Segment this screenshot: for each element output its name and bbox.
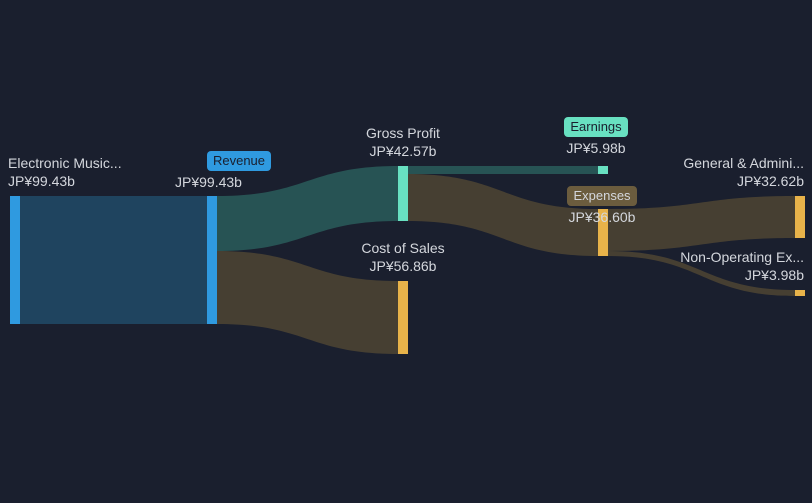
value-revenue: JP¥99.43b bbox=[175, 174, 242, 190]
label-non_operating: Non-Operating Ex... bbox=[680, 249, 804, 265]
label-general_admin: General & Admini... bbox=[683, 155, 804, 171]
flow-electronic_music-to-revenue bbox=[20, 196, 207, 324]
node-general_admin[interactable] bbox=[795, 196, 805, 238]
flow-gross_profit-to-earnings bbox=[408, 166, 598, 174]
value-general_admin: JP¥32.62b bbox=[737, 173, 804, 189]
label-revenue: Revenue bbox=[213, 153, 265, 168]
sankey-chart: Electronic Music... JP¥99.43b Revenue JP¥99… bbox=[0, 0, 812, 503]
node-non_operating[interactable] bbox=[795, 290, 805, 296]
value-cost_of_sales: JP¥56.86b bbox=[370, 258, 437, 274]
value-gross_profit: JP¥42.57b bbox=[370, 143, 437, 159]
label-gross_profit: Gross Profit bbox=[366, 125, 440, 141]
node-cost_of_sales[interactable] bbox=[398, 281, 408, 354]
label-electronic_music: Electronic Music... bbox=[8, 155, 122, 171]
node-electronic_music[interactable] bbox=[10, 196, 20, 324]
flow-revenue-to-gross_profit bbox=[217, 166, 398, 251]
node-revenue[interactable] bbox=[207, 196, 217, 324]
node-gross_profit[interactable] bbox=[398, 166, 408, 221]
node-earnings[interactable] bbox=[598, 166, 608, 174]
value-expenses: JP¥36.60b bbox=[569, 209, 636, 225]
label-earnings: Earnings bbox=[570, 119, 622, 134]
value-non_operating: JP¥3.98b bbox=[745, 267, 804, 283]
value-earnings: JP¥5.98b bbox=[566, 140, 625, 156]
value-electronic_music: JP¥99.43b bbox=[8, 173, 75, 189]
label-expenses: Expenses bbox=[573, 188, 631, 203]
label-cost_of_sales: Cost of Sales bbox=[361, 240, 444, 256]
